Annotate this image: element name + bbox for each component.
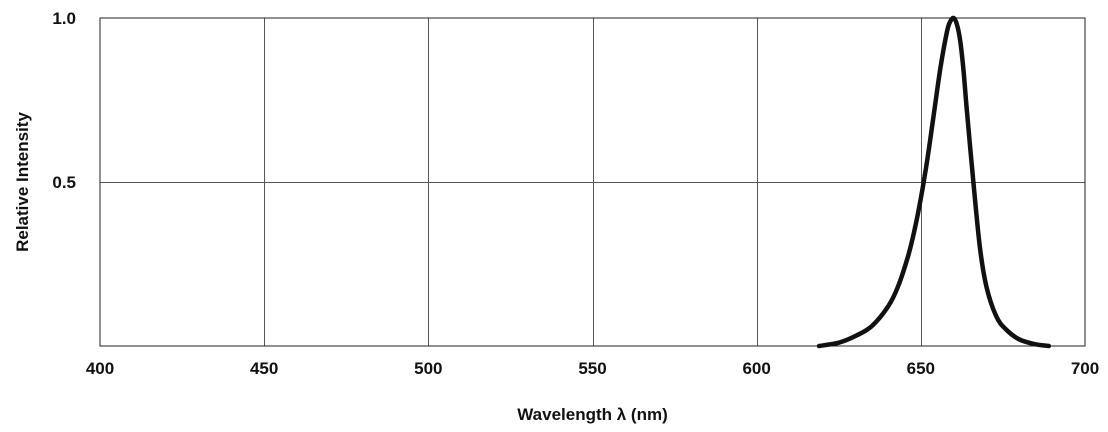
x-tick-label-700: 700 — [1071, 359, 1099, 378]
plot-frame — [99, 17, 1086, 347]
x-tick-label-550: 550 — [578, 359, 606, 378]
x-axis-label: Wavelength λ (nm) — [517, 405, 668, 424]
grid — [100, 18, 1085, 346]
x-axis-ticks: 400 450 500 550 600 650 700 — [86, 359, 1099, 378]
x-tick-label-500: 500 — [414, 359, 442, 378]
y-axis-label: Relative Intensity — [13, 112, 32, 252]
x-tick-label-450: 450 — [250, 359, 278, 378]
y-tick-label-1: 1.0 — [52, 9, 76, 28]
spectrum-curve-0 — [816, 15, 1052, 349]
x-tick-label-400: 400 — [86, 359, 114, 378]
y-axis-ticks: 0.5 1.0 — [52, 9, 76, 192]
series-group — [816, 15, 1052, 349]
y-tick-label-0-5: 0.5 — [52, 173, 76, 192]
x-tick-label-650: 650 — [907, 359, 935, 378]
x-tick-label-600: 600 — [742, 359, 770, 378]
